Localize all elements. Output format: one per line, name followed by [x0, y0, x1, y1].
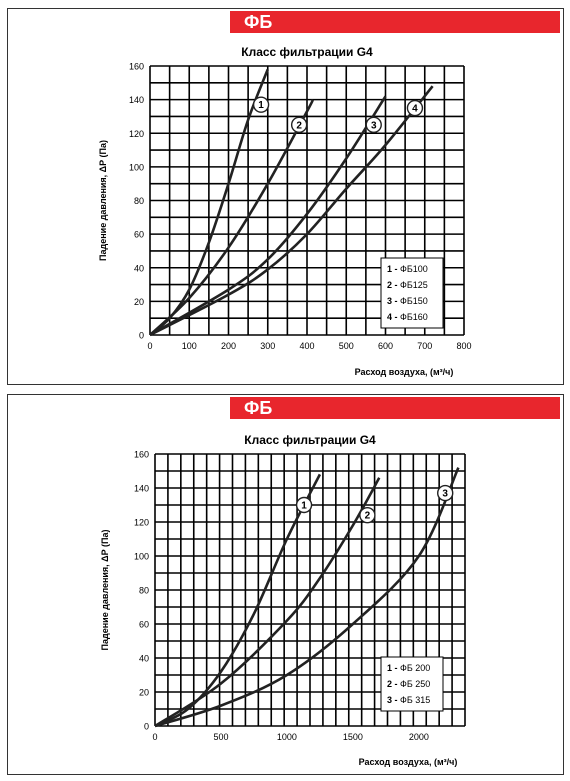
chart-1-xlabel: Расход воздуха, (м³/ч) [355, 367, 454, 377]
y-tick-label: 60 [134, 230, 144, 240]
x-tick-label: 300 [260, 341, 275, 351]
series-marker-1 [295, 496, 313, 514]
series-line-2 [149, 99, 315, 336]
y-tick-label: 160 [134, 450, 149, 460]
series-line-4 [149, 85, 434, 337]
chart-1-grid [149, 65, 465, 336]
series-marker-label-2: 2 [365, 511, 371, 522]
series-marker-2 [290, 116, 308, 134]
legend-box [380, 257, 444, 329]
series-marker-label-1: 1 [301, 501, 307, 512]
x-tick-label: 500 [339, 341, 354, 351]
chart-1-svg: Класс фильтрации G4020406080100120140160… [98, 45, 472, 377]
series-marker-label-1: 1 [258, 100, 264, 111]
legend-item: 2 - ФБ 250 [387, 679, 430, 689]
series-line-3 [149, 95, 387, 337]
series-marker-4 [406, 99, 424, 117]
y-tick-label: 20 [134, 297, 144, 307]
legend-item: 3 - ФБ 315 [387, 695, 430, 705]
chart-1-title: Класс фильтрации G4 [241, 45, 373, 59]
y-tick-label: 40 [139, 654, 149, 664]
y-tick-label: 20 [139, 688, 149, 698]
y-tick-label: 0 [144, 722, 149, 732]
chart-2-svg: Класс фильтрации G4020406080100120140160… [100, 433, 466, 767]
series-marker-label-3: 3 [371, 120, 377, 131]
series-marker-1 [252, 96, 270, 113]
x-tick-label: 1000 [277, 732, 297, 742]
series-marker-2 [359, 506, 376, 524]
series-line-1 [154, 473, 322, 728]
y-tick-label: 0 [139, 331, 144, 341]
y-tick-label: 40 [134, 263, 144, 273]
x-tick-label: 1500 [343, 732, 363, 742]
chart-2-banner: ФБ [230, 397, 560, 419]
legend-item: 3 - ФБ150 [387, 296, 428, 306]
x-tick-label: 2000 [409, 732, 429, 742]
y-tick-label: 60 [139, 620, 149, 630]
series-marker-label-3: 3 [442, 489, 448, 500]
legend-item: 1 - ФБ100 [387, 264, 428, 274]
series-marker-label-2: 2 [296, 120, 302, 131]
chart-2-title: Класс фильтрации G4 [244, 433, 376, 447]
x-tick-label: 700 [417, 341, 432, 351]
series-marker-3 [365, 116, 382, 134]
chart-1-ylabel: Падение давления, ΔP (Па) [98, 140, 108, 261]
y-tick-label: 160 [129, 62, 144, 72]
x-tick-label: 200 [221, 341, 236, 351]
series-line-2 [154, 477, 381, 728]
chart-1-banner: ФБ [230, 11, 560, 33]
x-tick-label: 400 [299, 341, 314, 351]
legend-item: 4 - ФБ160 [387, 312, 428, 322]
x-tick-label: 800 [456, 341, 471, 351]
series-marker-3 [437, 484, 454, 502]
y-tick-label: 80 [134, 196, 144, 206]
y-tick-label: 120 [134, 518, 149, 528]
x-tick-label: 0 [147, 341, 152, 351]
y-tick-label: 100 [134, 552, 149, 562]
y-tick-label: 120 [129, 129, 144, 139]
legend-box [380, 656, 444, 712]
x-tick-label: 0 [152, 732, 157, 742]
chart-2-xlabel: Расход воздуха, (м³/ч) [359, 757, 458, 767]
legend-item: 1 - ФБ 200 [387, 663, 430, 673]
chart-1-legend: 1 - ФБ100 2 - ФБ125 3 - ФБ150 4 - ФБ160 [380, 257, 444, 329]
chart-2-grid [154, 453, 466, 727]
y-tick-label: 80 [139, 586, 149, 596]
chart-panel-2: ФБ Класс фильтрации G4 0 20 40 60 80 100 120 140… [7, 394, 564, 775]
legend-item: 2 - ФБ125 [387, 280, 428, 290]
y-tick-label: 100 [129, 162, 144, 172]
x-tick-label: 500 [213, 732, 228, 742]
chart-panel-1: ФБ Класс фильтрации G4 0 20 40 60 80 100 120 140… [7, 8, 564, 385]
series-line-3 [154, 467, 460, 728]
chart-2-legend: 1 - ФБ 200 2 - ФБ 250 3 - ФБ 315 [380, 656, 444, 712]
series-marker-label-4: 4 [412, 104, 418, 115]
y-tick-label: 140 [134, 484, 149, 494]
y-tick-label: 140 [129, 95, 144, 105]
x-tick-label: 600 [378, 341, 393, 351]
x-tick-label: 100 [182, 341, 197, 351]
chart-2-ylabel: Падение давления, ΔP (Па) [100, 530, 110, 651]
